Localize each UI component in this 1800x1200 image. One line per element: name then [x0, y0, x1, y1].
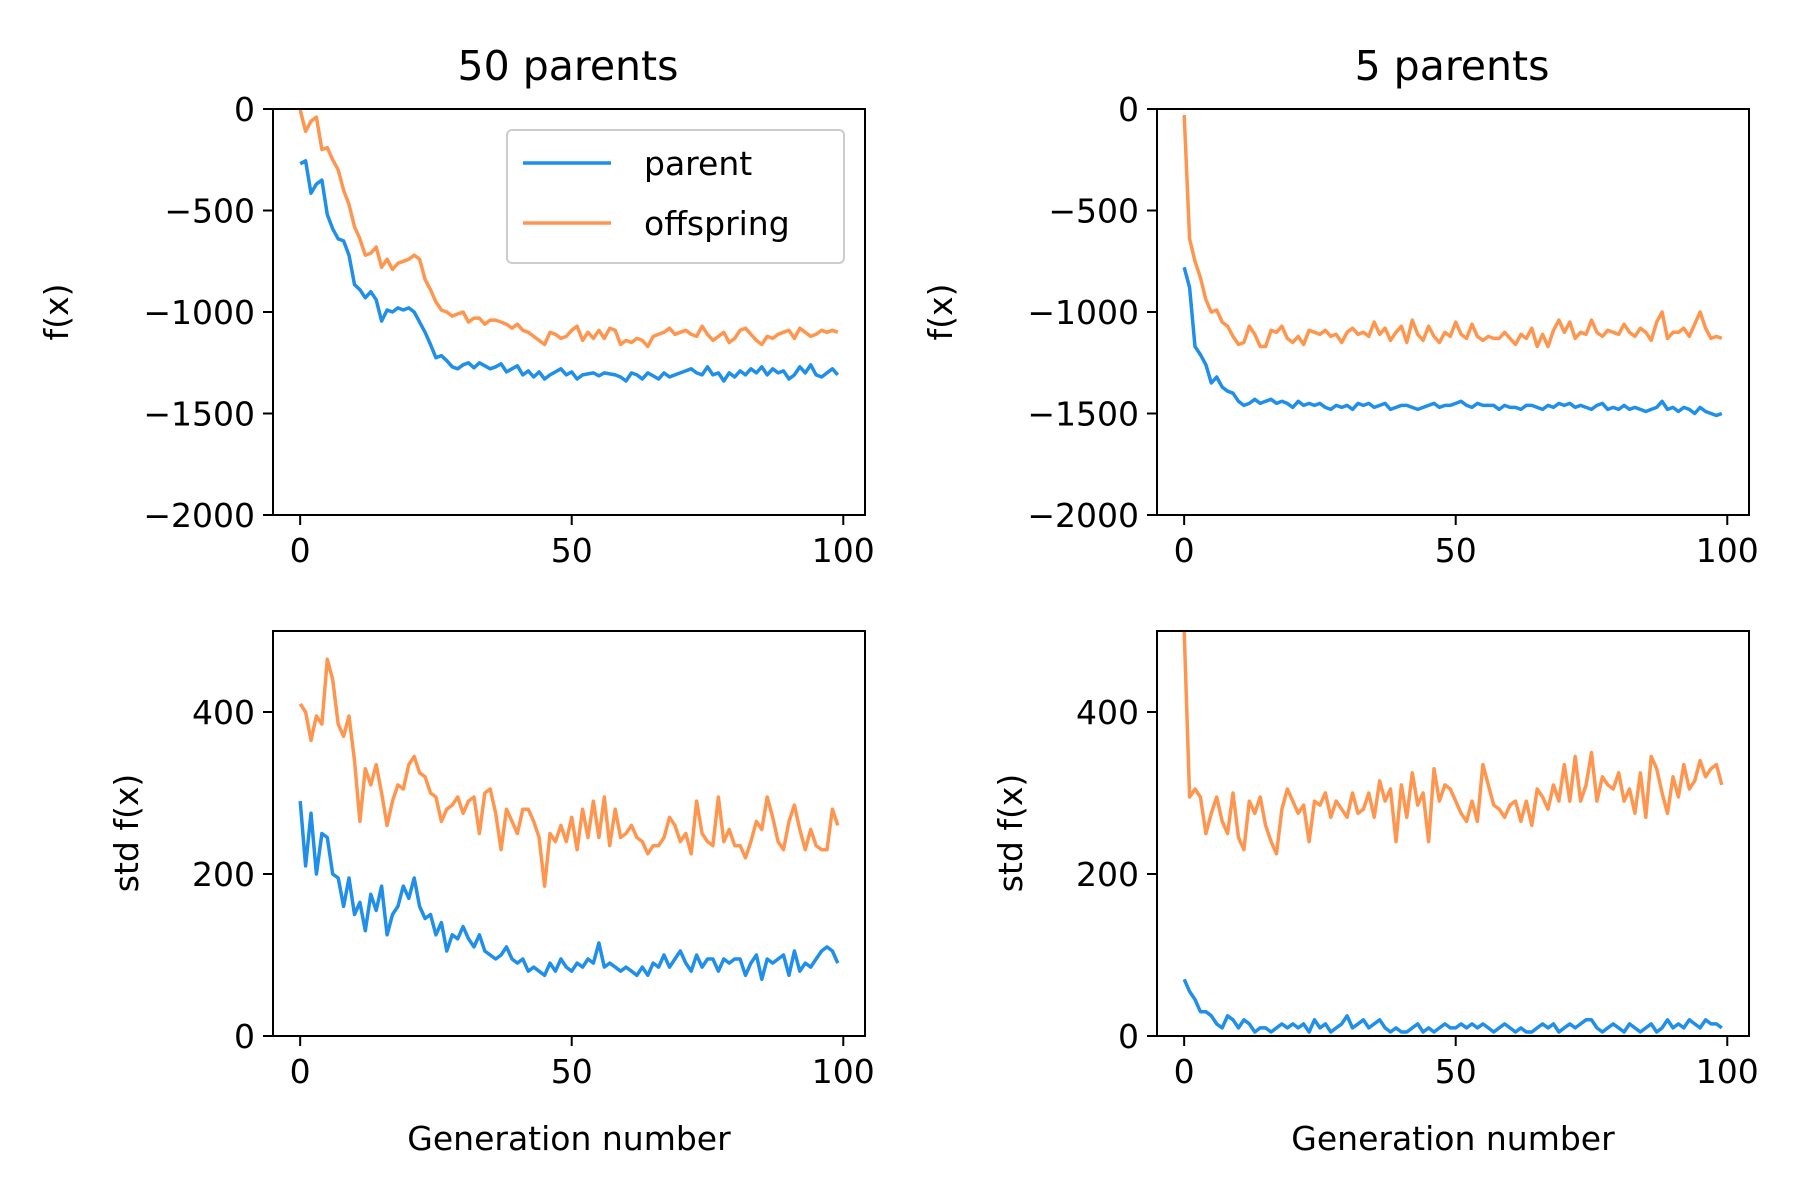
series-line-parent — [1182, 266, 1723, 418]
legend-label-parent: parent — [644, 144, 752, 183]
y-axis-label: f(x) — [37, 284, 76, 341]
y-tick-label: −1500 — [1027, 395, 1139, 434]
x-tick-label: 0 — [290, 1052, 311, 1091]
y-tick-label: 200 — [192, 855, 255, 894]
x-tick-label: 0 — [1174, 531, 1195, 570]
y-tick-label: −1000 — [143, 293, 255, 332]
y-tick-label: −500 — [164, 192, 255, 231]
legend: parent offspring — [506, 129, 845, 264]
x-tick-label: 50 — [551, 1052, 593, 1091]
x-tick-label: 100 — [1696, 1052, 1759, 1091]
panel-5-parents-std: 0 50 100 0 200 400 std f(x) Generation numbe… — [991, 630, 1759, 1158]
y-tick-label: −2000 — [143, 496, 255, 535]
panel-title: 50 parents — [458, 42, 679, 90]
y-tick-label: −500 — [1048, 192, 1139, 231]
panel-title: 5 parents — [1355, 42, 1550, 90]
x-tick-label: 50 — [1435, 1052, 1477, 1091]
panel-5-parents-fx: 5 parents 0 50 100 0 −500 −1000 −1500 −2000 f(… — [921, 42, 1759, 570]
x-tick-label: 0 — [1174, 1052, 1195, 1091]
x-tick-label: 50 — [551, 531, 593, 570]
x-axis-label: Generation number — [407, 1119, 731, 1158]
series-line-offspring — [298, 657, 840, 888]
series-line-offspring — [1182, 115, 1723, 349]
series-line-parent — [299, 159, 840, 383]
y-axis-label: std f(x) — [991, 774, 1030, 892]
y-tick-label: 0 — [1118, 90, 1139, 129]
panel-50-parents-std: 0 50 100 0 200 400 std f(x) Generation numbe… — [107, 630, 875, 1158]
series-line-parent — [1182, 978, 1723, 1034]
series-line-parent — [298, 800, 840, 982]
y-axis-label: f(x) — [921, 284, 960, 341]
y-tick-label: 0 — [234, 90, 255, 129]
y-tick-label: 400 — [192, 693, 255, 732]
legend-label-offspring: offspring — [644, 204, 790, 243]
y-tick-label: −1500 — [143, 395, 255, 434]
x-tick-label: 100 — [812, 531, 875, 570]
y-tick-label: −1000 — [1027, 293, 1139, 332]
y-tick-label: 400 — [1076, 693, 1139, 732]
x-tick-label: 50 — [1435, 531, 1477, 570]
y-tick-label: 200 — [1076, 855, 1139, 894]
y-axis-label: std f(x) — [107, 774, 146, 892]
x-tick-label: 100 — [812, 1052, 875, 1091]
x-tick-label: 0 — [290, 531, 311, 570]
panel-50-parents-fx: 50 parents 0 50 100 0 −500 −1000 −1500 −2000 f… — [37, 42, 875, 570]
y-tick-label: 0 — [234, 1017, 255, 1056]
x-tick-label: 100 — [1696, 531, 1759, 570]
series-line-offspring — [1182, 631, 1724, 856]
y-tick-label: −2000 — [1027, 496, 1139, 535]
y-tick-label: 0 — [1118, 1017, 1139, 1056]
x-axis-label: Generation number — [1291, 1119, 1615, 1158]
series-line-offspring — [298, 109, 839, 349]
